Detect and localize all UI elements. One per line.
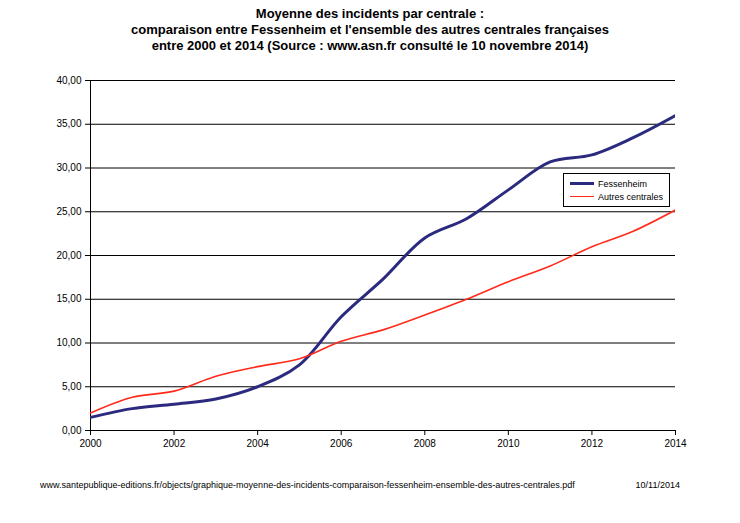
- html-text:entre 2000 et 2014 (Source : w: entre 2000 et 2014 (Source : www.asn.fr …: [151, 38, 589, 53]
- html-text:comparaison entre Fessenheim e: comparaison entre Fessenheim et l'ensemb…: [131, 22, 609, 37]
- svg-text:0,00: 0,00: [62, 425, 82, 436]
- html-text:Moyenne des incidents par cent: Moyenne des incidents par centrale :: [255, 6, 485, 21]
- svg-text:2010: 2010: [497, 438, 520, 449]
- html-text:Autres centrales: Autres centrales: [598, 191, 663, 202]
- svg-text:2000: 2000: [79, 438, 102, 449]
- svg-text:2008: 2008: [414, 438, 437, 449]
- html-text:Fessenheim: Fessenheim: [598, 178, 647, 189]
- svg-text:15,00: 15,00: [56, 293, 81, 304]
- svg-text:2004: 2004: [247, 438, 270, 449]
- svg-text:20,00: 20,00: [56, 250, 81, 261]
- svg-text:2006: 2006: [330, 438, 353, 449]
- svg-text:40,00: 40,00: [56, 75, 81, 86]
- svg-text:25,00: 25,00: [56, 206, 81, 217]
- svg-text:30,00: 30,00: [56, 162, 81, 173]
- svg-text:2014: 2014: [664, 438, 687, 449]
- svg-text:35,00: 35,00: [56, 118, 81, 129]
- svg-text:2012: 2012: [581, 438, 604, 449]
- html-text:10/11/2014: 10/11/2014: [635, 480, 680, 490]
- html-text:www.santepublique-editions.fr/: www.santepublique-editions.fr/objects/gr…: [40, 480, 575, 490]
- svg-text:5,00: 5,00: [62, 381, 82, 392]
- svg-text:2002: 2002: [163, 438, 186, 449]
- svg-text:10,00: 10,00: [56, 337, 81, 348]
